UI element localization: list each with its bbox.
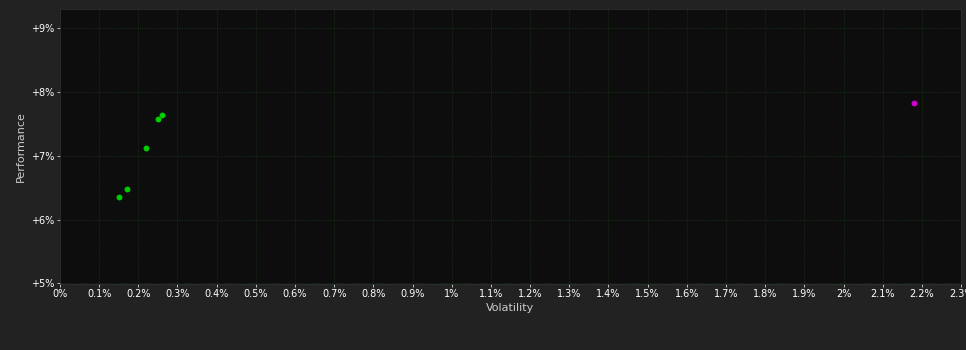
Point: [154, 113, 169, 118]
Point: [119, 186, 134, 192]
Point: [150, 117, 165, 122]
X-axis label: Volatility: Volatility: [487, 303, 534, 313]
Point: [138, 145, 154, 151]
Y-axis label: Performance: Performance: [15, 111, 25, 182]
Point: [906, 100, 922, 105]
Point: [111, 195, 127, 200]
